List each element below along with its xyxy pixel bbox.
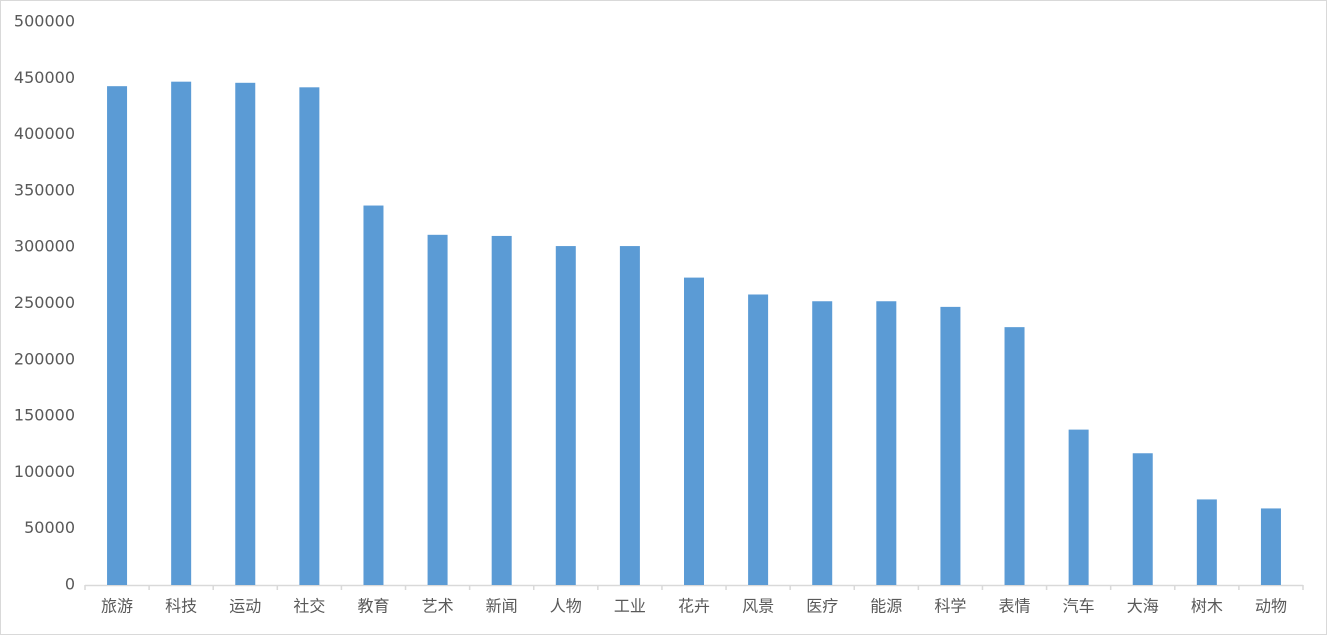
x-tick-label: 科技 [165,597,197,616]
bar [1196,499,1217,585]
x-tick-label: 新闻 [486,597,518,616]
x-tick-label: 能源 [870,597,902,616]
x-tick-label: 大海 [1127,597,1159,616]
bar [235,82,256,585]
bar [1068,429,1089,585]
y-tick-label: 300000 [14,237,75,256]
bar [555,246,576,585]
bar [684,277,704,585]
y-tick-label: 400000 [14,124,75,143]
x-tick-label: 运动 [229,597,261,616]
x-tick-label: 汽车 [1063,597,1095,616]
bar [748,294,769,585]
x-tick-label: 表情 [999,597,1031,616]
bar [107,86,128,585]
y-tick-label: 500000 [14,12,75,31]
x-tick-label: 动物 [1255,597,1287,616]
bar [363,205,384,585]
x-tick-label: 艺术 [422,597,454,616]
bar [1132,453,1153,585]
y-tick-label: 50000 [24,518,75,537]
bar [299,87,320,586]
x-tick-label: 人物 [550,597,582,616]
y-tick-label: 200000 [14,349,75,368]
y-tick-label: 350000 [14,180,75,199]
bar [1260,508,1281,585]
x-tick-label: 教育 [357,597,389,616]
bar [427,234,448,585]
y-tick-label: 100000 [14,462,75,481]
x-tick-label: 树木 [1191,597,1223,616]
bar [619,246,640,585]
x-tick-label: 医疗 [806,597,838,616]
y-tick-label: 150000 [14,406,75,425]
x-tick-label: 工业 [614,597,646,616]
x-tick-label: 科学 [934,597,966,616]
bar [876,301,897,585]
bar [812,301,833,585]
x-tick-label: 花卉 [678,597,710,616]
y-tick-label: 250000 [14,293,75,312]
y-tick-label: 450000 [14,68,75,87]
x-tick-label: 社交 [293,597,325,616]
bar [491,235,512,585]
bar [940,306,961,585]
x-tick-label: 旅游 [101,597,133,616]
bar [1004,327,1025,585]
y-tick-label: 0 [65,575,75,594]
bar [171,81,192,585]
x-tick-label: 风景 [742,597,774,616]
